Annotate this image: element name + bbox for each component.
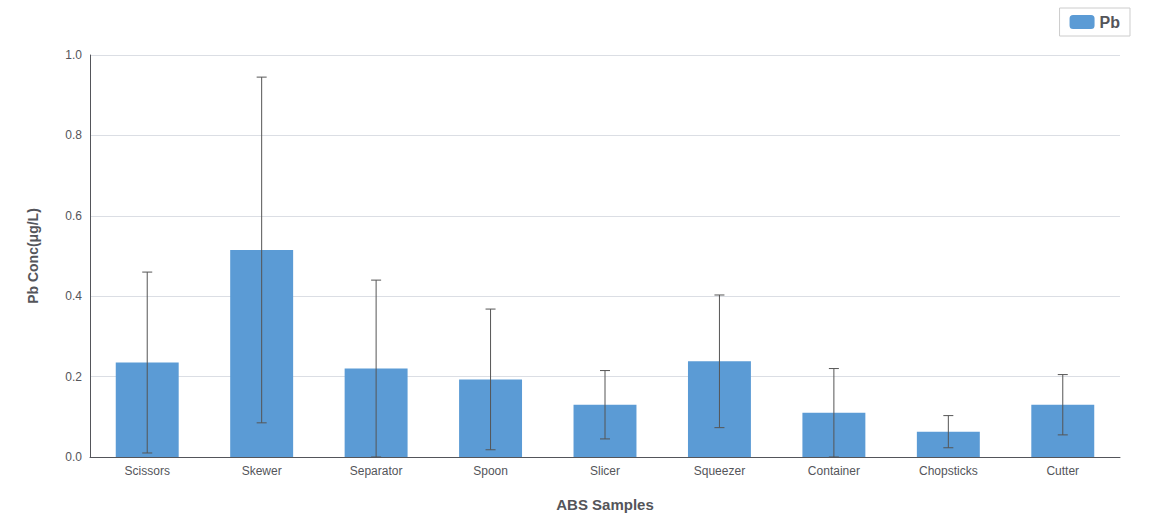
svg-text:Slicer: Slicer: [590, 464, 620, 478]
svg-text:0.4: 0.4: [65, 289, 82, 303]
svg-text:0.8: 0.8: [65, 128, 82, 142]
svg-text:0.0: 0.0: [65, 450, 82, 464]
svg-text:Spoon: Spoon: [473, 464, 508, 478]
svg-text:Squeezer: Squeezer: [694, 464, 745, 478]
svg-text:Pb Conc(μg/L): Pb Conc(μg/L): [25, 208, 41, 304]
svg-text:Container: Container: [808, 464, 860, 478]
svg-text:Cutter: Cutter: [1046, 464, 1079, 478]
svg-text:Separator: Separator: [350, 464, 403, 478]
svg-text:Skewer: Skewer: [242, 464, 282, 478]
svg-text:Chopsticks: Chopsticks: [919, 464, 978, 478]
svg-text:0.6: 0.6: [65, 209, 82, 223]
svg-text:1.0: 1.0: [65, 48, 82, 62]
svg-text:ABS Samples: ABS Samples: [556, 496, 654, 513]
svg-text:Pb: Pb: [1100, 14, 1121, 31]
svg-text:0.2: 0.2: [65, 370, 82, 384]
svg-text:Scissors: Scissors: [125, 464, 170, 478]
